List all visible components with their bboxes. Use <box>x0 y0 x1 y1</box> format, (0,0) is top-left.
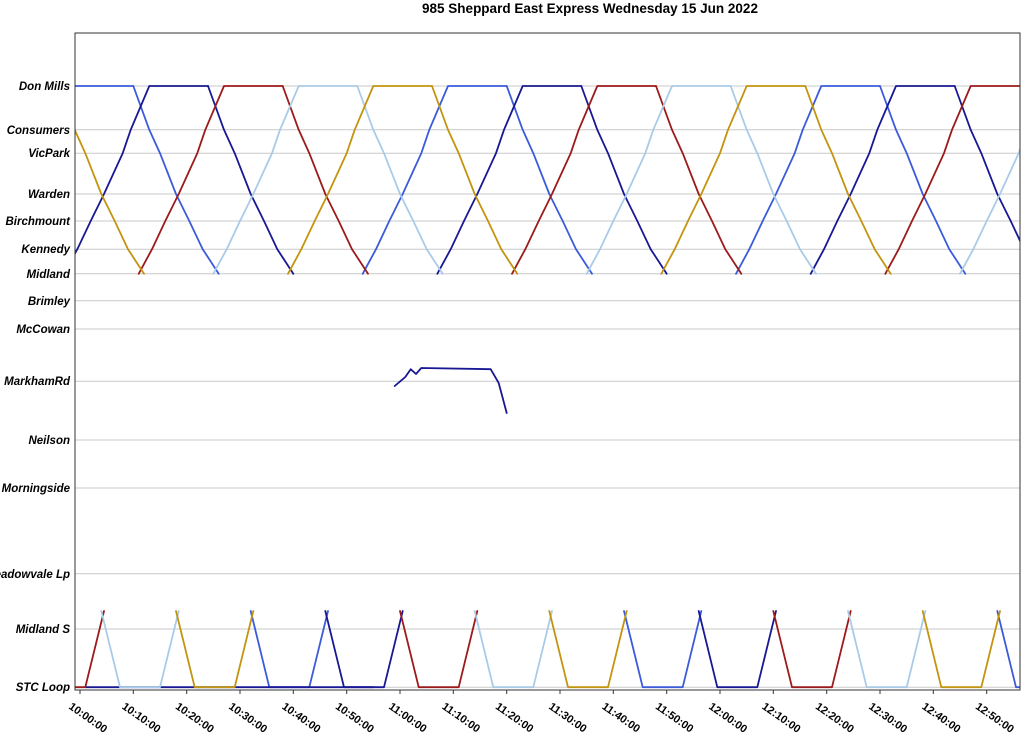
trip-line-run-gold <box>75 127 145 275</box>
time-tick-label: 10:40:00 <box>280 701 323 736</box>
trip-line-run-navy <box>324 610 404 689</box>
trip-line-run-red <box>772 610 852 689</box>
time-tick-label: 11:30:00 <box>546 701 588 736</box>
trip-line-run-navy-markham <box>393 367 508 414</box>
trip-line-run-gold <box>548 610 628 689</box>
station-label: VicPark <box>28 148 70 160</box>
time-tick-label: 11:20:00 <box>493 701 535 736</box>
station-label: McCowan <box>16 324 70 336</box>
station-label: Kennedy <box>21 244 70 256</box>
trip-lines <box>75 85 1020 689</box>
plot-border <box>74 32 1021 691</box>
trip-line-run-sky <box>356 85 444 275</box>
station-label: Consumers <box>7 125 70 137</box>
station-label: Meadowvale Lp <box>0 569 70 581</box>
time-tick-label: 12:40:00 <box>920 701 963 736</box>
trip-line-run-navy <box>580 85 668 275</box>
trip-line-run-sky <box>729 85 817 275</box>
trip-line-run-royal <box>505 85 593 275</box>
station-label: Birchmount <box>5 216 71 228</box>
trip-line-run-sky <box>473 610 553 689</box>
time-tick-label: 11:50:00 <box>653 701 695 736</box>
trip-line-run-navy <box>809 85 956 275</box>
time-tick-label: 10:10:00 <box>120 701 163 736</box>
trip-line-run-red <box>655 85 743 275</box>
time-tick-label: 12:20:00 <box>813 701 856 736</box>
trip-line-run-royal <box>879 85 967 275</box>
trip-line-run-gold <box>175 610 255 689</box>
trip-line-run-sky <box>100 610 180 689</box>
station-label: Midland S <box>16 624 71 636</box>
time-tick-label: 10:00:00 <box>66 701 109 736</box>
time-tick-label: 12:30:00 <box>866 701 909 736</box>
station-label: Don Mills <box>19 81 70 93</box>
trip-line-run-red <box>884 85 1020 275</box>
trip-line-run-gold <box>804 85 892 275</box>
time-tick-label: 10:20:00 <box>173 701 216 736</box>
trip-line-run-sky <box>585 85 732 275</box>
time-axis: 10:00:00 10:10:00 10:20:00 10:30:00 10:40:00… <box>66 690 1016 736</box>
trip-line-run-royal <box>132 85 220 275</box>
time-tick-label: 10:30:00 <box>226 701 269 736</box>
trip-line-run-royal <box>623 610 703 689</box>
trip-line-run-royal <box>361 85 508 275</box>
trip-line-run-navy <box>697 610 777 689</box>
station-label: Midland <box>27 269 71 281</box>
trip-line-run-gold <box>287 85 433 275</box>
trip-line-run-red <box>137 85 284 275</box>
time-tick-label: 12:00:00 <box>706 701 749 736</box>
trip-line-run-navy <box>953 85 1020 243</box>
gridlines <box>75 85 1020 688</box>
station-label: MarkhamRd <box>4 376 71 388</box>
time-tick-label: 10:50:00 <box>333 701 376 736</box>
trip-line-run-sky <box>959 146 1020 275</box>
station-label: STC Loop <box>16 682 70 694</box>
station-label: Neilson <box>28 435 70 447</box>
station-label: Warden <box>28 189 70 201</box>
trip-line-run-navy <box>75 85 209 256</box>
trip-line-run-sky <box>847 610 927 689</box>
chart-title: 985 Sheppard East Express Wednesday 15 J… <box>422 1 758 16</box>
time-tick-label: 12:10:00 <box>760 701 803 736</box>
trip-line-run-red <box>511 85 657 275</box>
time-tick-label: 12:50:00 <box>973 701 1016 736</box>
station-label: Brimley <box>28 296 71 308</box>
station-labels: Don Mills Consumers VicPark Warden Birchmoun… <box>0 81 71 694</box>
trip-line-run-red <box>75 610 105 689</box>
time-tick-label: 11:00:00 <box>386 701 428 736</box>
trip-line-run-navy <box>436 85 583 275</box>
trip-line-run-gold <box>660 85 807 275</box>
trip-line-run-royal <box>996 610 1020 689</box>
trip-line-run-royal <box>735 85 881 275</box>
trip-line-run-sky <box>212 85 359 275</box>
station-label: Morningside <box>2 483 71 495</box>
trip-line-run-red <box>399 610 479 689</box>
trip-line-run-gold <box>921 610 1001 689</box>
trip-line-run-navy <box>207 85 295 275</box>
time-tick-label: 11:40:00 <box>600 701 642 736</box>
time-tick-label: 11:10:00 <box>440 701 482 736</box>
trip-line-run-red <box>281 85 369 275</box>
trip-line-run-royal <box>249 610 329 689</box>
trip-line-run-gold <box>431 85 519 275</box>
